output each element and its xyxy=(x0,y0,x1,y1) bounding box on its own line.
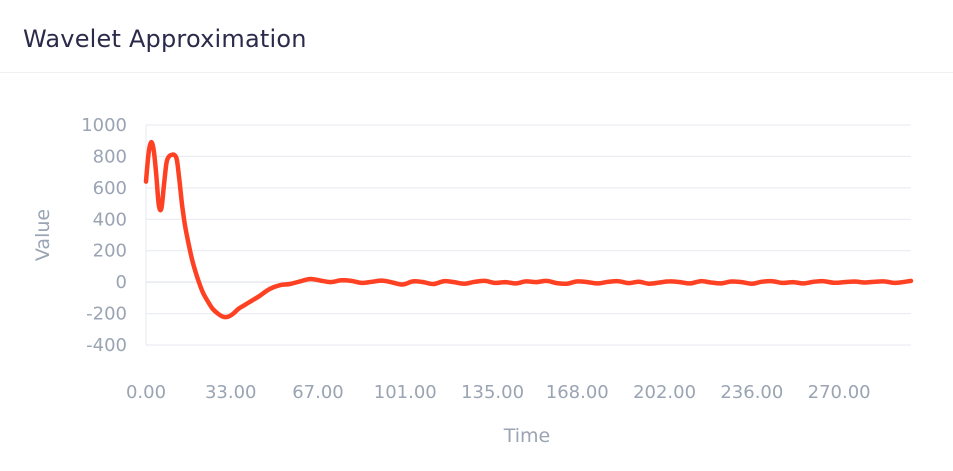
y-axis-title: Value xyxy=(32,209,54,261)
y-axis-ticks: 1000 800 600 400 200 0 -200 -400 xyxy=(81,115,127,356)
x-tick-label: 270.00 xyxy=(808,382,871,403)
y-tick-label: -400 xyxy=(86,335,127,356)
x-tick-label: 168.00 xyxy=(546,382,609,403)
card-title: Wavelet Approximation xyxy=(23,25,307,53)
y-tick-label: 200 xyxy=(93,241,127,262)
x-tick-label: 202.00 xyxy=(633,382,696,403)
x-tick-label: 67.00 xyxy=(292,382,344,403)
x-tick-label: 135.00 xyxy=(461,382,524,403)
x-tick-label: 0.00 xyxy=(126,382,166,403)
y-tick-label: -200 xyxy=(86,304,127,325)
y-tick-label: 400 xyxy=(93,209,127,230)
y-tick-label: 0 xyxy=(116,272,127,293)
x-tick-label: 236.00 xyxy=(720,382,783,403)
series-line xyxy=(143,140,914,320)
y-tick-label: 1000 xyxy=(81,115,127,136)
grid-lines xyxy=(145,124,911,346)
x-tick-label: 33.00 xyxy=(205,382,257,403)
y-tick-label: 800 xyxy=(93,146,127,167)
y-tick-label: 600 xyxy=(93,178,127,199)
x-axis-title: Time xyxy=(503,425,551,447)
card-header: Wavelet Approximation xyxy=(0,0,953,73)
x-axis-ticks: 0.00 33.00 67.00 101.00 135.00 168.00 202.00 23… xyxy=(126,382,871,403)
x-tick-label: 101.00 xyxy=(374,382,437,403)
